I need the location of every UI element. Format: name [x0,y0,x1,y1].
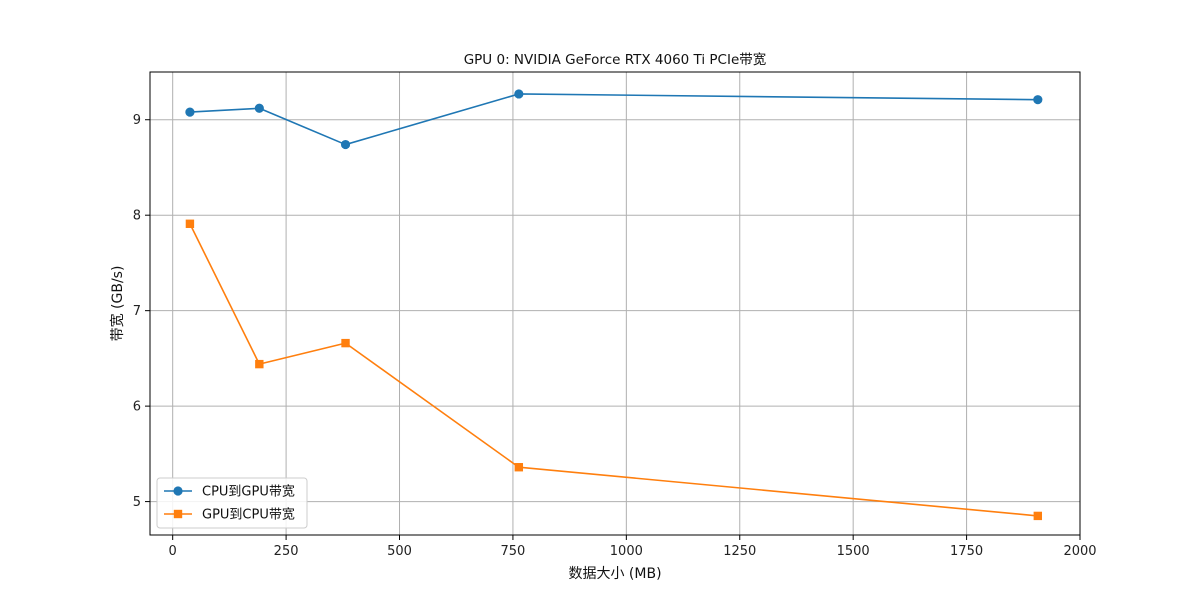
legend-label-gpu-to-cpu: GPU到CPU带宽 [202,507,295,523]
y-tick-label: 9 [133,113,141,128]
x-tick-label: 250 [274,544,299,559]
x-tick-label: 2000 [1063,544,1096,559]
series-cpu-to-gpu [185,89,1043,150]
data-point-circle [514,89,524,99]
y-tick-label: 6 [133,400,141,415]
data-point-circle [340,139,351,150]
legend-box [156,477,308,529]
data-point-circle [185,107,195,117]
x-tick-label: 1250 [723,544,756,559]
data-point-circle [1033,95,1043,105]
legend-marker-circle [173,486,183,496]
legend-entry-cpu-to-gpu: CPU到GPU带宽 [164,484,295,500]
y-tick-label: 5 [133,495,141,510]
data-point-circle [254,103,264,113]
series-gpu-to-cpu [185,219,1043,521]
chart-title: GPU 0: NVIDIA GeForce RTX 4060 Ti PCIe带宽 [464,51,767,68]
x-tick-label: 750 [501,544,526,559]
legend-entry-gpu-to-cpu: GPU到CPU带宽 [164,507,295,523]
legend: CPU到GPU带宽 GPU到CPU带宽 [156,477,308,529]
x-tick-label: 1500 [837,544,870,559]
data-point-square [514,463,524,472]
y-tick-label: 7 [133,304,141,319]
x-axis-ticks: 0 250 500 750 1000 1250 1500 1750 2000 [169,535,1097,559]
series-layer [185,89,1043,521]
x-tick-label: 1750 [950,544,983,559]
plot-area-frame [149,71,1081,536]
y-tick-label: 8 [133,209,141,224]
data-point-square [1033,511,1043,521]
legend-marker-square [173,509,183,519]
data-point-square [341,338,350,348]
x-tick-label: 500 [387,544,412,559]
x-tick-label: 0 [169,544,177,559]
data-point-square [255,359,264,369]
y-axis-title: 带宽 (GB/s) [109,266,126,342]
data-point-square [185,219,195,228]
x-tick-label: 1000 [610,544,643,559]
y-axis-ticks: 5 6 7 8 9 [133,113,150,510]
legend-label-cpu-to-gpu: CPU到GPU带宽 [202,484,295,500]
x-axis-title: 数据大小 (MB) [568,566,661,582]
